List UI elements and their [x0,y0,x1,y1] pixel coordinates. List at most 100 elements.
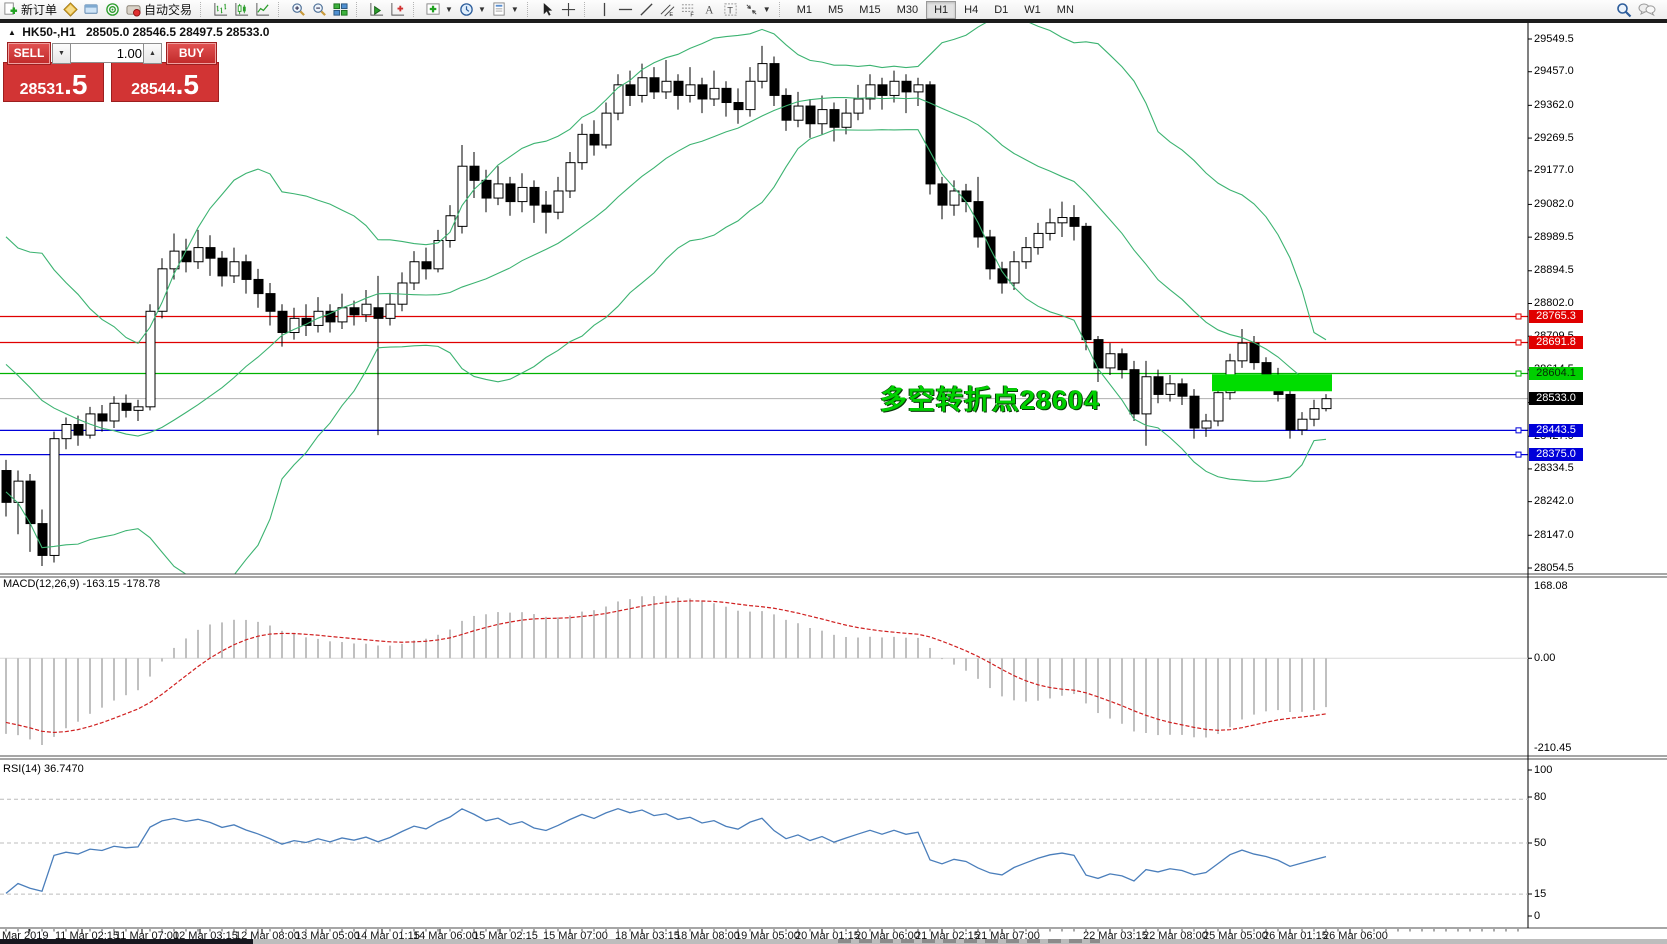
trendline-button[interactable] [636,1,657,18]
line-handle[interactable] [1515,451,1522,458]
line-chart-icon [256,2,270,16]
price-tick-label: 29457.0 [1534,65,1574,78]
price-tick-label: 28802.0 [1534,297,1574,309]
zoom-out-button[interactable] [309,1,330,18]
macd-histogram-bar [881,637,883,659]
rsi-scale-label: 50 [1534,836,1547,849]
candlestick-chart-button[interactable] [231,1,252,18]
macd-scale-zero: 0.00 [1534,651,1556,664]
bar-chart-button[interactable] [210,1,231,18]
volume-down-button[interactable]: ▼ [52,43,71,64]
macd-histogram-bar [305,637,307,659]
macd-histogram-bar [917,637,919,659]
macd-histogram-bar [1133,658,1135,732]
macd-histogram-bar [1193,658,1195,738]
rsi-line [5,807,1327,894]
timeframe-button-M15[interactable]: M15 [859,3,881,16]
market-watch-icon [63,2,78,17]
line-handle[interactable] [1515,339,1522,346]
macd-histogram-bar [677,597,679,659]
new-order-button[interactable]: 新订单 [0,1,60,18]
tile-windows-button[interactable] [330,1,351,18]
line-handle[interactable] [1515,427,1522,434]
macd-histogram-bar [1289,658,1291,713]
macd-histogram-bar [437,634,439,659]
templates-button[interactable]: ▼ [489,1,522,18]
macd-histogram-bar [1025,658,1027,702]
indicators-button[interactable]: ▼ [423,1,456,18]
buy-price-block[interactable]: 28544.5 [111,62,219,102]
macd-histogram-bar [233,619,235,659]
vertical-line-button[interactable] [594,1,615,18]
chart-shift-icon [391,2,405,16]
channel-button[interactable]: E [657,1,678,18]
timeframe-button-MN[interactable]: MN [1056,3,1074,16]
timeframe-group: M1 M5 M15 M30 H1 H4 D1 W1 MN [789,0,1082,19]
text-button[interactable]: A [699,1,720,18]
chat-icon [1638,3,1656,17]
sell-button[interactable]: SELL [7,42,51,65]
macd-histogram-bar [905,637,907,659]
sell-price-block[interactable]: 28531.5 [3,62,104,102]
chart-shift-button[interactable] [387,1,408,18]
zoom-out-icon [313,3,326,16]
macd-histogram-bar [965,658,967,671]
volume-up-button[interactable]: ▲ [143,43,162,64]
search-button[interactable] [1613,1,1635,18]
horizontal-line-button[interactable] [615,1,636,18]
tile-windows-icon [333,3,348,16]
search-icon [1617,2,1632,17]
timeframe-button-M1[interactable]: M1 [796,3,812,16]
timeframe-button-M30[interactable]: M30 [896,3,919,16]
rsi-scale-label: 80 [1534,790,1547,803]
price-tick-label: 28989.5 [1534,230,1574,243]
line-handle[interactable] [1515,370,1522,377]
macd-histogram-bar [341,642,343,659]
line-chart-button[interactable] [252,1,273,18]
macd-histogram-bar [221,622,223,659]
timeframe-button-D1[interactable]: D1 [994,3,1009,16]
macd-label: MACD(12,26,9) -163.15 -178.78 [3,578,161,590]
highlight-rectangle-object[interactable] [1212,374,1332,392]
chart-annotation-text[interactable]: 多空转折点28604 [880,385,1101,415]
crosshair-button[interactable] [558,1,579,18]
periods-button[interactable]: ▼ [456,1,489,18]
arrows-button[interactable]: ▼ [741,1,774,18]
macd-histogram-bar [1121,658,1123,724]
timeframe-button-H1[interactable]: H1 [926,0,957,19]
data-window-button[interactable] [81,1,102,18]
panel-collapse-icon[interactable]: ▲ [8,28,16,37]
price-tick-label: 28242.0 [1534,495,1574,508]
cursor-button[interactable] [537,1,558,18]
fibonacci-button[interactable]: F [678,1,699,18]
zoom-in-button[interactable] [288,1,309,18]
label-button[interactable]: T [720,1,741,18]
chat-button[interactable] [1635,1,1659,18]
macd-histogram-bar [725,606,727,659]
trendline-icon [640,3,653,16]
macd-histogram-bar [209,624,211,659]
macd-histogram-bar [77,658,79,722]
timeframe-button-W1[interactable]: W1 [1024,3,1041,16]
macd-histogram-bar [797,623,799,659]
price-line-label: 28375.0 [1529,448,1583,462]
macd-histogram-bar [1313,658,1315,711]
toolbar-separator [200,2,208,17]
line-handle[interactable] [1515,313,1522,320]
macd-histogram-bar [1097,658,1099,714]
navigator-button[interactable] [102,1,123,18]
timeframe-button-H4[interactable]: H4 [964,3,979,16]
rsi-scale-label: 15 [1534,887,1547,900]
macd-histogram-bar [1001,658,1003,697]
buy-button[interactable]: BUY [166,42,217,65]
market-watch-button[interactable] [60,1,81,18]
macd-histogram-bar [377,645,379,659]
timeframe-button-M5[interactable]: M5 [828,3,844,16]
macd-histogram-bar [149,658,151,677]
autoscroll-button[interactable] [366,1,387,18]
autotrade-button[interactable]: 自动交易 [123,1,195,18]
volume-input[interactable] [70,43,147,63]
